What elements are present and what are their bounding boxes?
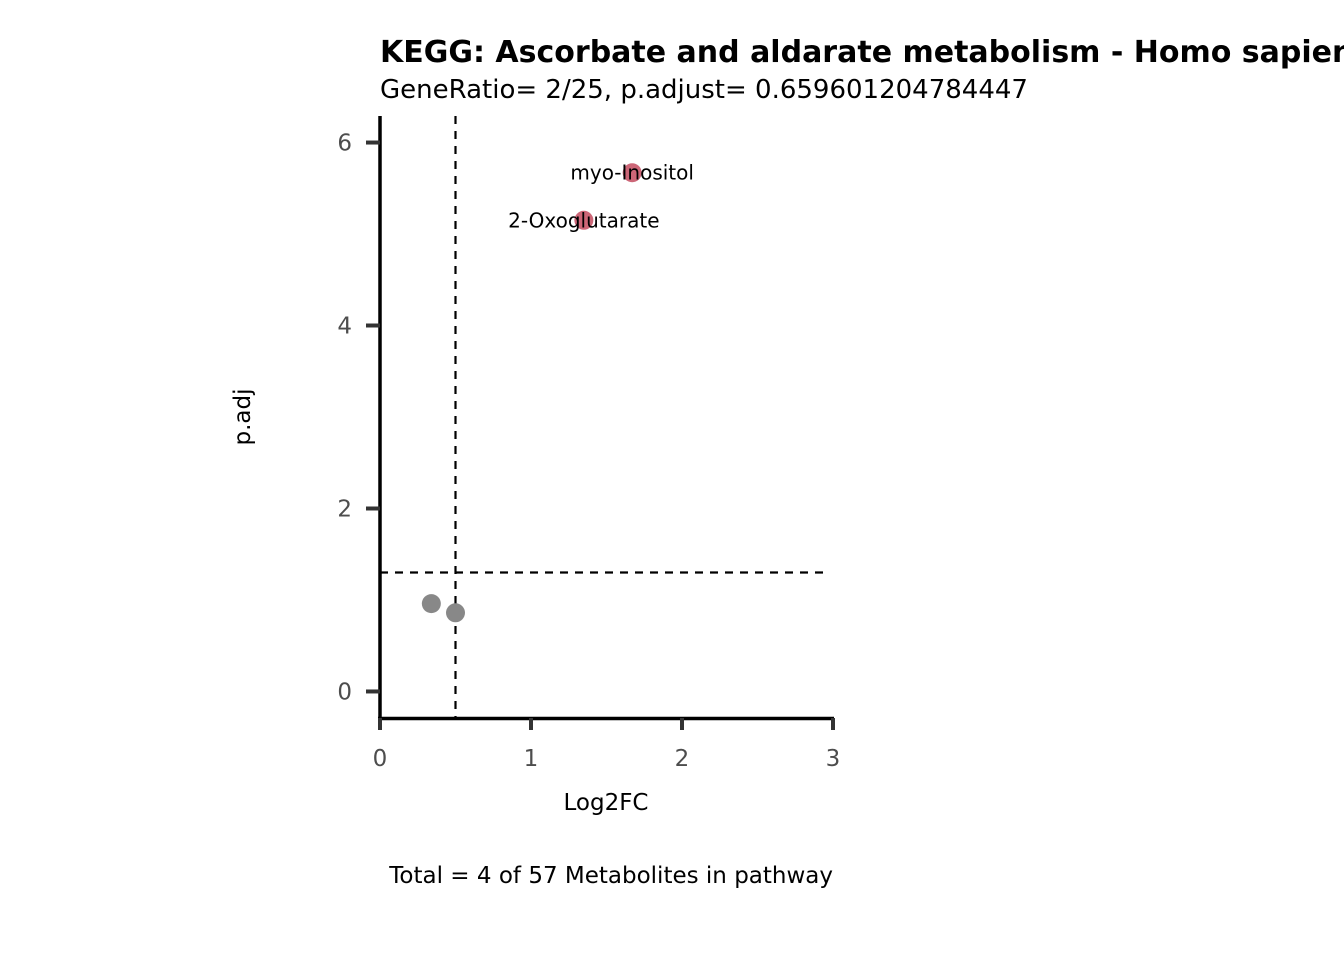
data-point [421, 594, 441, 614]
y-tick-label: 6 [337, 131, 352, 157]
plot-area: myo-Inositol 2-Oxoglutarate [380, 116, 827, 718]
data-point [622, 163, 642, 183]
x-tick-label: 0 [373, 746, 388, 772]
x-axis-title: Log2FC [563, 790, 648, 816]
x-tick-label: 1 [524, 746, 539, 772]
y-axis-title: p.adj [230, 389, 256, 446]
y-tick-label: 4 [337, 314, 352, 340]
y-tick-label: 2 [337, 496, 352, 522]
data-point [446, 603, 465, 623]
point-label: 2-Oxoglutarate [508, 208, 659, 232]
chart-title: KEGG: Ascorbate and aldarate metabolism … [380, 35, 1344, 70]
x-tick-label: 3 [826, 746, 841, 772]
point-label: myo-Inositol [570, 161, 694, 185]
axes: 0 1 2 3 0 2 4 6 [337, 116, 840, 772]
threshold-lines [380, 116, 827, 718]
y-axis-ticks: 0 2 4 6 [337, 131, 380, 705]
point-labels: myo-Inositol 2-Oxoglutarate [508, 161, 694, 233]
chart-subtitle: GeneRatio= 2/25, p.adjust= 0.65960120478… [380, 75, 1028, 105]
chart-caption: Total = 4 of 57 Metabolites in pathway [388, 863, 833, 889]
data-point [574, 210, 594, 230]
data-points [421, 163, 642, 623]
y-tick-label: 0 [337, 679, 352, 705]
x-tick-label: 2 [675, 746, 690, 772]
x-axis-ticks: 0 1 2 3 [373, 718, 841, 772]
